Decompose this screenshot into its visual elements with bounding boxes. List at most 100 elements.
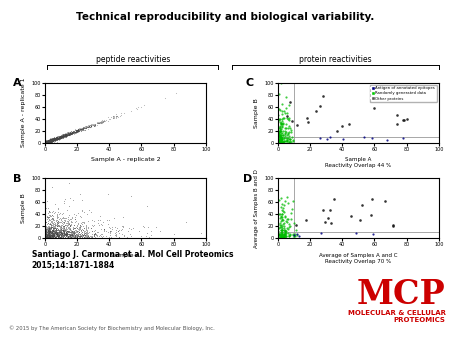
- Point: [52, 228, 59, 234]
- Point: [51, 234, 59, 240]
- Point: [41, 229, 49, 234]
- Point: [277, 80, 284, 86]
- Point: [55, 231, 63, 236]
- Point: [49, 136, 56, 142]
- Point: [67, 131, 74, 136]
- Point: [46, 235, 54, 241]
- Point: [275, 136, 282, 141]
- Point: [43, 140, 50, 145]
- Point: [76, 222, 84, 227]
- Point: [144, 203, 151, 209]
- Point: [53, 137, 60, 142]
- Point: [53, 214, 60, 219]
- Point: [281, 234, 288, 239]
- Point: [43, 226, 50, 232]
- Point: [55, 136, 62, 141]
- Point: [46, 234, 54, 240]
- Point: [54, 221, 61, 226]
- Point: [46, 138, 54, 143]
- Point: [91, 123, 98, 128]
- Point: [55, 233, 62, 239]
- Point: [42, 226, 49, 232]
- Point: [46, 139, 54, 145]
- Point: [54, 232, 61, 237]
- Point: [42, 231, 50, 236]
- Point: [41, 140, 49, 145]
- Point: [49, 136, 56, 141]
- Point: [67, 235, 74, 240]
- Point: [52, 136, 59, 142]
- Point: [51, 234, 58, 239]
- Point: [61, 231, 68, 237]
- Point: [42, 234, 49, 239]
- Point: [46, 235, 53, 240]
- Point: [42, 140, 49, 145]
- Point: [47, 137, 54, 142]
- Point: [45, 138, 52, 143]
- Point: [53, 136, 60, 142]
- Text: peptide reactivities: peptide reactivities: [95, 55, 170, 64]
- Point: [74, 128, 81, 134]
- Point: [53, 135, 60, 140]
- Point: [282, 228, 289, 233]
- Point: [48, 137, 55, 142]
- Point: [58, 224, 65, 229]
- Point: [49, 236, 56, 241]
- Point: [148, 228, 155, 234]
- Point: [68, 233, 75, 239]
- Point: [50, 136, 58, 142]
- Point: [58, 236, 65, 241]
- Point: [53, 226, 60, 231]
- Point: [49, 138, 56, 143]
- Point: [42, 138, 50, 144]
- Point: [58, 235, 65, 240]
- Point: [41, 232, 49, 237]
- Point: [84, 225, 91, 230]
- Point: [119, 224, 126, 229]
- Point: [51, 137, 58, 143]
- Point: [50, 139, 57, 144]
- Point: [73, 128, 80, 134]
- Point: [41, 139, 49, 144]
- Point: [275, 233, 283, 238]
- Point: [43, 234, 50, 240]
- Point: [52, 136, 59, 141]
- Point: [56, 230, 63, 235]
- Point: [50, 136, 58, 141]
- Point: [41, 139, 49, 145]
- Point: [64, 231, 72, 236]
- Point: [93, 120, 100, 126]
- Point: [41, 232, 49, 237]
- Point: [77, 223, 85, 228]
- Point: [74, 127, 81, 133]
- Point: [85, 231, 92, 236]
- Point: [277, 233, 284, 238]
- Point: [100, 118, 108, 123]
- Point: [277, 130, 284, 136]
- Point: [45, 137, 52, 143]
- Point: [48, 138, 55, 143]
- Point: [49, 138, 56, 143]
- Point: [68, 228, 75, 234]
- Point: [65, 132, 72, 138]
- Point: [45, 231, 52, 237]
- Point: [53, 135, 60, 140]
- Point: [276, 211, 284, 217]
- Point: [52, 137, 59, 142]
- Point: [63, 131, 71, 137]
- Point: [277, 231, 284, 236]
- Point: [54, 233, 62, 238]
- Point: [59, 227, 67, 233]
- Point: [42, 233, 50, 238]
- Point: [59, 132, 66, 138]
- Point: [278, 124, 285, 129]
- Point: [91, 231, 98, 237]
- Point: [69, 129, 76, 135]
- Point: [69, 230, 76, 236]
- Point: [50, 217, 57, 222]
- Point: [41, 223, 49, 229]
- Point: [73, 235, 81, 240]
- Point: [44, 140, 51, 145]
- Point: [68, 131, 75, 137]
- Point: [41, 231, 49, 236]
